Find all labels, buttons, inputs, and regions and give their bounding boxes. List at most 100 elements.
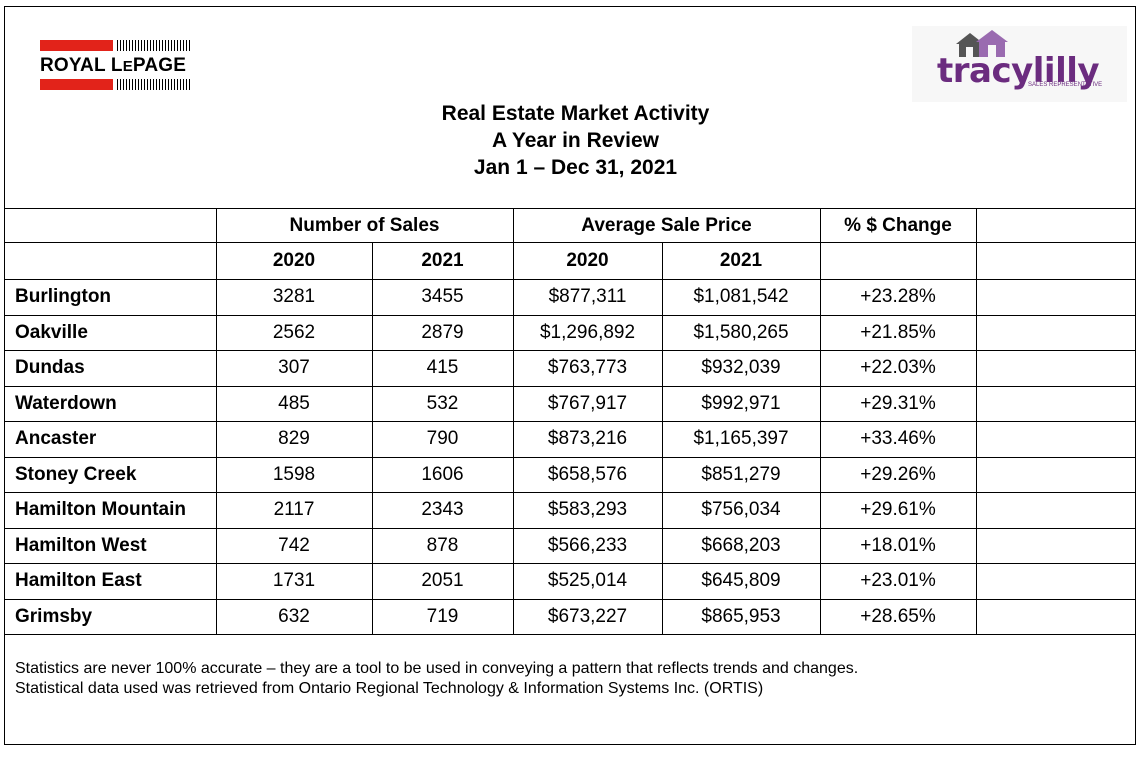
row-empty-cell <box>975 421 1136 458</box>
sales-2020-cell: 3281 <box>215 279 373 316</box>
city-cell: Stoney Creek <box>4 456 217 493</box>
title-line-1: Real Estate Market Activity <box>441 102 710 125</box>
sales-2021-cell: 415 <box>371 350 514 387</box>
sales-2020-cell: 2562 <box>215 314 373 351</box>
footnote-source: Statistical data used was retrieved from… <box>15 680 764 697</box>
price-2021-cell: $645,809 <box>661 563 821 600</box>
percent-change-cell: +29.26% <box>819 456 977 493</box>
report-title: Real Estate Market Activity A Year in Re… <box>0 100 1141 181</box>
row-empty-cell <box>975 598 1136 635</box>
price-2020-cell: $673,227 <box>512 598 663 635</box>
table-row: Hamilton East 1731 2051 $525,014 $645,809 +23… <box>4 563 1136 600</box>
table-row: Hamilton West 742 878 $566,233 $668,203 +18.0… <box>4 527 1136 564</box>
price-2020-cell: $767,917 <box>512 385 663 422</box>
footnotes: Statistics are never 100% accurate – the… <box>15 659 858 699</box>
city-cell: Burlington <box>4 279 217 316</box>
footnote-accuracy: Statistics are never 100% accurate – the… <box>15 660 859 677</box>
header-number-of-sales: Number of Sales <box>215 208 514 243</box>
sales-2020-cell: 632 <box>215 598 373 635</box>
row-empty-cell <box>975 279 1136 316</box>
price-2020-cell: $873,216 <box>512 421 663 458</box>
price-2020-cell: $1,296,892 <box>512 314 663 351</box>
tracylilly-wordmark: tracylilly <box>937 51 1100 91</box>
sales-2020-cell: 2117 <box>215 492 373 529</box>
header-empty-cell <box>975 208 1136 243</box>
year-empty-cell <box>819 242 977 280</box>
royal-lepage-logo: ROYAL LEPAGE <box>40 40 192 92</box>
city-cell: Ancaster <box>4 421 217 458</box>
sales-2020-cell: 307 <box>215 350 373 387</box>
table-row: Stoney Creek 1598 1606 $658,576 $851,279 +29.… <box>4 456 1136 493</box>
price-2021-cell: $1,165,397 <box>661 421 821 458</box>
city-cell: Hamilton West <box>4 527 217 564</box>
year-price-2021: 2021 <box>661 242 821 280</box>
row-empty-cell <box>975 350 1136 387</box>
city-cell: Waterdown <box>4 385 217 422</box>
year-empty-cell <box>975 242 1136 280</box>
percent-change-cell: +29.61% <box>819 492 977 529</box>
sales-2021-cell: 1606 <box>371 456 514 493</box>
percent-change-cell: +29.31% <box>819 385 977 422</box>
price-2021-cell: $865,953 <box>661 598 821 635</box>
table-row: Oakville 2562 2879 $1,296,892 $1,580,265 +21.… <box>4 314 1136 351</box>
sales-2021-cell: 878 <box>371 527 514 564</box>
price-2021-cell: $992,971 <box>661 385 821 422</box>
city-cell: Hamilton East <box>4 563 217 600</box>
sales-2020-cell: 829 <box>215 421 373 458</box>
sales-2021-cell: 790 <box>371 421 514 458</box>
sales-2021-cell: 532 <box>371 385 514 422</box>
sales-2020-cell: 1598 <box>215 456 373 493</box>
header-percent-change: % $ Change <box>819 208 977 243</box>
percent-change-cell: +23.01% <box>819 563 977 600</box>
city-cell: Dundas <box>4 350 217 387</box>
price-2020-cell: $525,014 <box>512 563 663 600</box>
year-sales-2021: 2021 <box>371 242 514 280</box>
logo-barcode-stripe <box>117 79 190 90</box>
header-empty-cell <box>4 208 217 243</box>
header-average-sale-price: Average Sale Price <box>512 208 821 243</box>
price-2021-cell: $668,203 <box>661 527 821 564</box>
title-line-2: A Year in Review <box>492 129 659 152</box>
price-2020-cell: $583,293 <box>512 492 663 529</box>
percent-change-cell: +33.46% <box>819 421 977 458</box>
table-row: Waterdown 485 532 $767,917 $992,971 +29.31% <box>4 385 1136 422</box>
row-empty-cell <box>975 527 1136 564</box>
row-empty-cell <box>975 385 1136 422</box>
price-2021-cell: $851,279 <box>661 456 821 493</box>
tracylilly-subtitle: SALES REPRESENTATIVE <box>1028 82 1103 88</box>
sales-2020-cell: 1731 <box>215 563 373 600</box>
logo-red-bar <box>40 40 113 51</box>
price-2020-cell: $658,576 <box>512 456 663 493</box>
percent-change-cell: +23.28% <box>819 279 977 316</box>
percent-change-cell: +28.65% <box>819 598 977 635</box>
year-sales-2020: 2020 <box>215 242 373 280</box>
table-row: Ancaster 829 790 $873,216 $1,165,397 +33.46% <box>4 421 1136 458</box>
table-header-row: Number of Sales Average Sale Price % $ C… <box>4 208 1136 243</box>
sales-2021-cell: 719 <box>371 598 514 635</box>
row-empty-cell <box>975 492 1136 529</box>
row-empty-cell <box>975 456 1136 493</box>
price-2021-cell: $932,039 <box>661 350 821 387</box>
price-2021-cell: $756,034 <box>661 492 821 529</box>
table-row: Dundas 307 415 $763,773 $932,039 +22.03% <box>4 350 1136 387</box>
table-row: Burlington 3281 3455 $877,311 $1,081,542 +23.… <box>4 279 1136 316</box>
royal-lepage-wordmark: ROYAL LEPAGE <box>40 55 187 76</box>
row-empty-cell <box>975 314 1136 351</box>
row-empty-cell <box>975 563 1136 600</box>
year-price-2020: 2020 <box>512 242 663 280</box>
sales-2021-cell: 2879 <box>371 314 514 351</box>
sales-2021-cell: 2343 <box>371 492 514 529</box>
sales-2020-cell: 742 <box>215 527 373 564</box>
table-row: Grimsby 632 719 $673,227 $865,953 +28.65% <box>4 598 1136 635</box>
houses-icon <box>956 30 1008 57</box>
price-2020-cell: $763,773 <box>512 350 663 387</box>
sales-2021-cell: 3455 <box>371 279 514 316</box>
price-2020-cell: $877,311 <box>512 279 663 316</box>
price-2021-cell: $1,081,542 <box>661 279 821 316</box>
percent-change-cell: +18.01% <box>819 527 977 564</box>
tracylilly-logo: tracylilly SALES REPRESENTATIVE <box>912 26 1127 102</box>
city-cell: Hamilton Mountain <box>4 492 217 529</box>
logo-red-bar <box>40 79 113 90</box>
table-row: Hamilton Mountain 2117 2343 $583,293 $756,03… <box>4 492 1136 529</box>
price-2021-cell: $1,580,265 <box>661 314 821 351</box>
